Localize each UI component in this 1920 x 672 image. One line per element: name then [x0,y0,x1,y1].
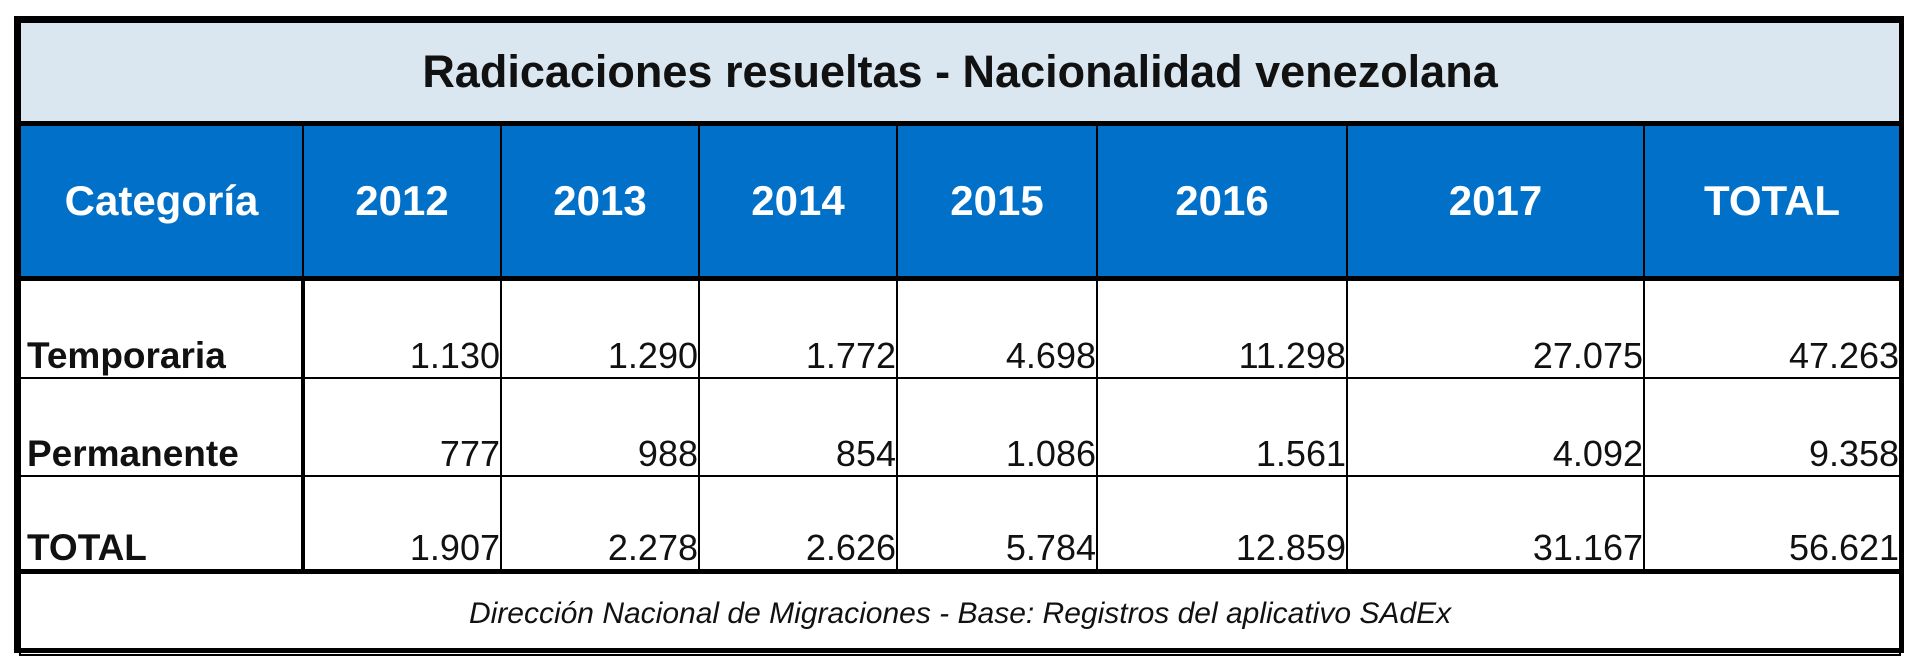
cell-permanente-2013: 988 [500,377,700,477]
row-label-total: TOTAL [19,475,305,574]
cell-total-2016: 12.859 [1096,475,1348,574]
header-2016: 2016 [1096,122,1348,281]
header-2014: 2014 [698,122,898,281]
table-row-temporaria: Temporaria 1.130 1.290 1.772 4.698 11.29… [19,277,1902,379]
source-note: Dirección Nacional de Migraciones - Base… [18,570,1902,656]
cell-permanente-2012: 777 [302,377,502,477]
cell-total-2013: 2.278 [500,475,700,574]
cell-permanente-2014: 854 [698,377,898,477]
header-2013: 2013 [500,122,700,281]
cell-temporaria-total: 47.263 [1642,277,1902,379]
cell-permanente-total: 9.358 [1642,377,1902,477]
header-2017: 2017 [1346,122,1645,281]
table-row-total: TOTAL 1.907 2.278 2.626 5.784 12.859 31.… [19,475,1902,574]
cell-temporaria-2014: 1.772 [698,277,898,379]
cell-total-total: 56.621 [1642,475,1902,574]
cell-temporaria-2016: 11.298 [1096,277,1348,379]
table-frame: Radicaciones resueltas - Nacionalidad ve… [14,16,1904,656]
data-table: Radicaciones resueltas - Nacionalidad ve… [18,21,1902,656]
header-categoria: Categoría [19,122,304,281]
header-2015: 2015 [896,122,1098,281]
table-row-permanente: Permanente 777 988 854 1.086 1.561 4.092… [19,377,1902,477]
cell-total-2017: 31.167 [1346,475,1645,574]
cell-total-2014: 2.626 [698,475,898,574]
cell-temporaria-2013: 1.290 [500,277,700,379]
header-row: Categoría 2012 2013 2014 2015 2016 2017 … [19,122,1902,281]
cell-temporaria-2017: 27.075 [1346,277,1645,379]
cell-permanente-2016: 1.561 [1096,377,1348,477]
header-total: TOTAL [1642,122,1902,281]
table-title: Radicaciones resueltas - Nacionalidad ve… [18,21,1902,126]
row-label-permanente: Permanente [19,377,305,477]
row-label-temporaria: Temporaria [19,277,305,379]
cell-temporaria-2015: 4.698 [896,277,1098,379]
header-2012: 2012 [302,122,502,281]
cell-permanente-2015: 1.086 [896,377,1098,477]
cell-temporaria-2012: 1.130 [302,277,502,379]
cell-total-2015: 5.784 [896,475,1098,574]
cell-permanente-2017: 4.092 [1346,377,1645,477]
cell-total-2012: 1.907 [302,475,502,574]
